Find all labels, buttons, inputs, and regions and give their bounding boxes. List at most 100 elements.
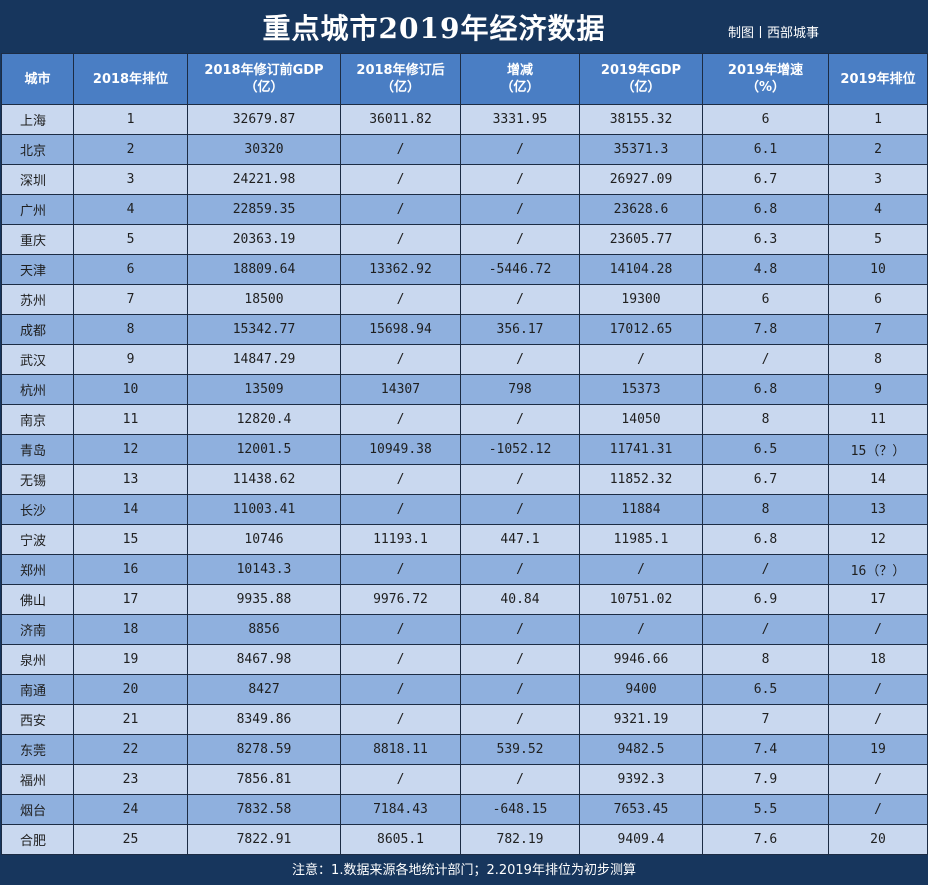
- table-cell: 8: [828, 344, 928, 375]
- column-header: 城市: [1, 53, 74, 105]
- city-cell: 杭州: [1, 374, 74, 405]
- table-cell: 19: [73, 644, 188, 675]
- table-cell: 16（？）: [828, 554, 928, 585]
- table-cell: 13362.92: [340, 254, 461, 285]
- city-cell: 泉州: [1, 644, 74, 675]
- column-header: 2018年排位: [73, 53, 188, 105]
- table-cell: 7: [73, 284, 188, 315]
- city-cell: 苏州: [1, 284, 74, 315]
- city-cell: 南通: [1, 674, 74, 705]
- city-cell: 宁波: [1, 524, 74, 555]
- footer-note: 注意：1.数据来源各地统计部门；2.2019年排位为初步测算: [0, 856, 928, 885]
- table-cell: 6.1: [702, 134, 829, 165]
- table-cell: 40.84: [460, 584, 580, 615]
- table-cell: 11438.62: [187, 464, 341, 495]
- table-cell: /: [579, 344, 703, 375]
- table-cell: 8605.1: [340, 824, 461, 855]
- table-cell: 17012.65: [579, 314, 703, 345]
- table-cell: 18: [73, 614, 188, 645]
- table-cell: 10143.3: [187, 554, 341, 585]
- table-cell: 26927.09: [579, 164, 703, 195]
- table-cell: -648.15: [460, 794, 580, 825]
- table-cell: 23628.6: [579, 194, 703, 225]
- page-title: 重点城市2019年经济数据: [262, 12, 606, 45]
- table-cell: /: [579, 554, 703, 585]
- table-cell: /: [828, 794, 928, 825]
- table-cell: 7.8: [702, 314, 829, 345]
- table-cell: 21: [73, 704, 188, 735]
- city-cell: 福州: [1, 764, 74, 795]
- table-cell: 35371.3: [579, 134, 703, 165]
- table-cell: /: [460, 764, 580, 795]
- table-cell: 447.1: [460, 524, 580, 555]
- table-cell: /: [460, 704, 580, 735]
- table-row: 青岛 12 12001.5 10949.38 -1052.12 11741.31 6.5 15…: [1, 434, 928, 465]
- table-cell: 11193.1: [340, 524, 461, 555]
- table-cell: 9409.4: [579, 824, 703, 855]
- table-cell: /: [340, 494, 461, 525]
- table-cell: 10949.38: [340, 434, 461, 465]
- table-cell: 15342.77: [187, 314, 341, 345]
- table-cell: 6.5: [702, 674, 829, 705]
- city-cell: 合肥: [1, 824, 74, 855]
- column-header: 2018年修订后 （亿）: [340, 53, 461, 105]
- city-cell: 上海: [1, 104, 74, 135]
- table-cell: 17: [828, 584, 928, 615]
- table-cell: 7822.91: [187, 824, 341, 855]
- city-cell: 北京: [1, 134, 74, 165]
- table-cell: 7.4: [702, 734, 829, 765]
- table-cell: 7184.43: [340, 794, 461, 825]
- table-cell: 22: [73, 734, 188, 765]
- city-cell: 重庆: [1, 224, 74, 255]
- table-cell: 6: [702, 104, 829, 135]
- table-cell: 539.52: [460, 734, 580, 765]
- table-cell: 11: [73, 404, 188, 435]
- table-cell: /: [702, 614, 829, 645]
- table-cell: /: [828, 764, 928, 795]
- table-cell: 1: [73, 104, 188, 135]
- table-row: 西安 21 8349.86//9321.19 7/: [1, 704, 928, 735]
- table-cell: 8856: [187, 614, 341, 645]
- table-cell: 20363.19: [187, 224, 341, 255]
- table-cell: 8427: [187, 674, 341, 705]
- table-cell: 11741.31: [579, 434, 703, 465]
- table-row: 宁波 15 10746 11193.1 447.1 11985.1 6.8 12: [1, 524, 928, 555]
- header-row: 城市 2018年排位 2018年修订前GDP （亿） 2018年修订后 （亿） 增减…: [1, 53, 928, 105]
- table-cell: 5.5: [702, 794, 829, 825]
- table-cell: /: [579, 614, 703, 645]
- table-cell: /: [460, 464, 580, 495]
- table-cell: 9400: [579, 674, 703, 705]
- table-cell: /: [460, 224, 580, 255]
- table-row: 佛山 17 9935.88 9976.72 40.84 10751.02 6.9 17: [1, 584, 928, 615]
- table-cell: /: [460, 164, 580, 195]
- table-row: 北京 2 30320//35371.3 6.1 2: [1, 134, 928, 165]
- table-cell: 7.6: [702, 824, 829, 855]
- table-cell: 356.17: [460, 314, 580, 345]
- table-cell: /: [460, 194, 580, 225]
- table-cell: /: [828, 674, 928, 705]
- table-cell: 19300: [579, 284, 703, 315]
- table-row: 天津 6 18809.64 13362.92 -5446.72 14104.28 4.8 10: [1, 254, 928, 285]
- table-row: 广州 4 22859.35//23628.6 6.8 4: [1, 194, 928, 225]
- table-row: 合肥 25 7822.91 8605.1 782.19 9409.4 7.6 20: [1, 824, 928, 855]
- table-cell: 6.5: [702, 434, 829, 465]
- city-cell: 济南: [1, 614, 74, 645]
- table-row: 苏州 7 18500//19300 6 6: [1, 284, 928, 315]
- table-cell: /: [340, 134, 461, 165]
- table-cell: /: [340, 344, 461, 375]
- table-cell: 7653.45: [579, 794, 703, 825]
- city-cell: 青岛: [1, 434, 74, 465]
- city-cell: 烟台: [1, 794, 74, 825]
- table-cell: 15（？）: [828, 434, 928, 465]
- table-cell: 7856.81: [187, 764, 341, 795]
- column-header: 2019年GDP （亿）: [579, 53, 703, 105]
- table-cell: /: [340, 164, 461, 195]
- table-cell: /: [460, 554, 580, 585]
- table-cell: 11852.32: [579, 464, 703, 495]
- table-cell: 20: [828, 824, 928, 855]
- table-cell: 14307: [340, 374, 461, 405]
- table-cell: 14050: [579, 404, 703, 435]
- city-cell: 郑州: [1, 554, 74, 585]
- table-cell: /: [460, 404, 580, 435]
- table-cell: 17: [73, 584, 188, 615]
